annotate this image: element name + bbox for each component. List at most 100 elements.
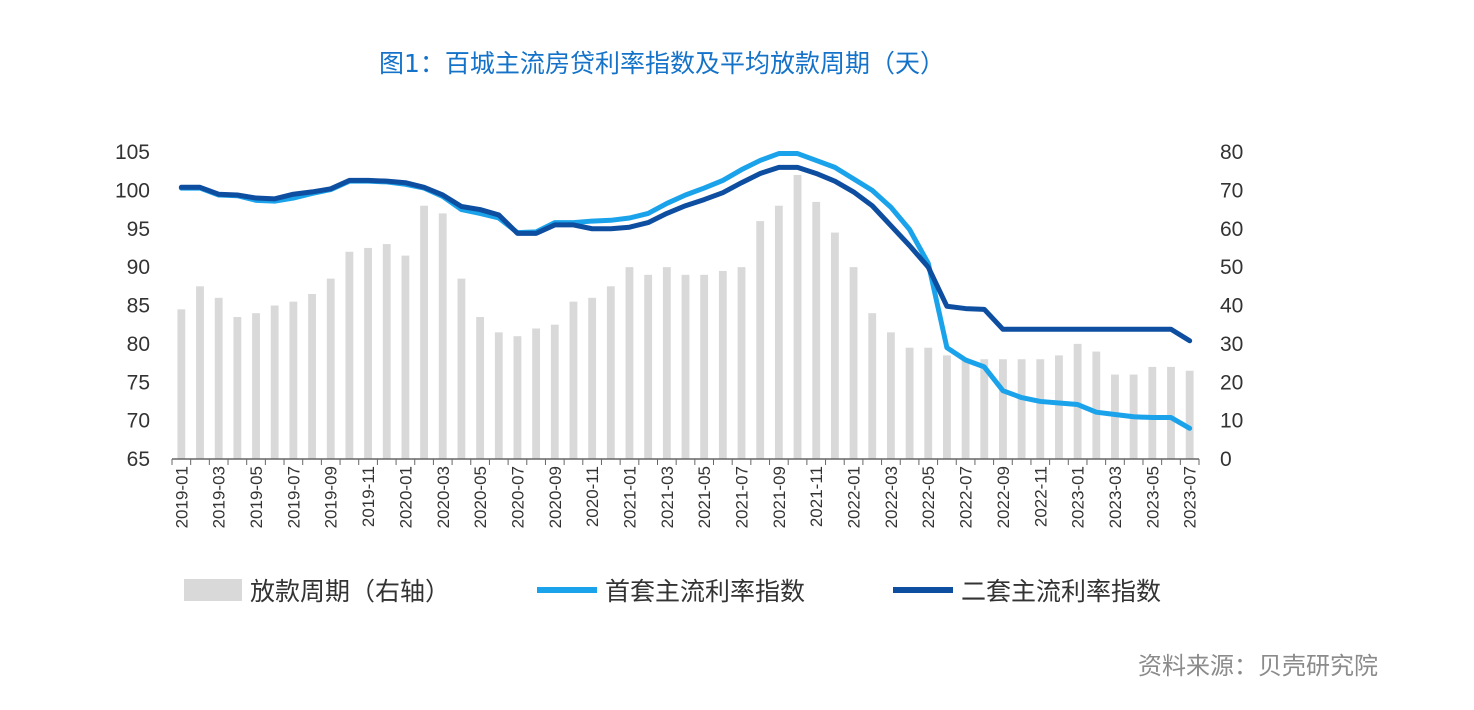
y-left-tick-label: 70 xyxy=(127,410,150,433)
bar-2022-01 xyxy=(849,267,858,460)
lines-layer xyxy=(178,151,1193,431)
x-tick-label: 2022-11 xyxy=(1031,466,1050,527)
x-tick-label: 2020-11 xyxy=(583,466,602,527)
bar-2019-12 xyxy=(382,244,391,459)
x-tick-label: 2021-07 xyxy=(733,466,752,528)
x-tick-label: 2022-03 xyxy=(882,466,901,528)
bar-2019-01 xyxy=(177,309,186,459)
y-left-tick-label: 65 xyxy=(127,448,150,471)
bar-2019-07 xyxy=(289,301,298,459)
x-tick-label: 2019-05 xyxy=(247,466,266,528)
x-tick-label: 2021-01 xyxy=(620,466,639,528)
bar-2021-09 xyxy=(774,205,783,459)
bar-2021-01 xyxy=(625,267,634,460)
y-right-tick-label: 80 xyxy=(1220,141,1243,164)
source-note: 资料来源：贝壳研究院 xyxy=(1138,652,1378,680)
x-tick-label: 2019-11 xyxy=(359,466,378,527)
bars-layer xyxy=(177,175,1194,460)
x-tick-label: 2020-05 xyxy=(471,466,490,528)
bar-2020-08 xyxy=(532,328,541,459)
bar-2022-02 xyxy=(868,313,877,459)
bar-2019-08 xyxy=(308,293,316,459)
x-tick-label: 2020-03 xyxy=(434,466,453,528)
bar-2019-04 xyxy=(233,317,242,459)
bar-2022-10 xyxy=(1017,359,1026,459)
x-tick-label: 2023-05 xyxy=(1143,466,1162,528)
bar-2022-08 xyxy=(980,359,989,459)
y-left-tick-label: 90 xyxy=(127,256,150,279)
bar-2021-10 xyxy=(793,175,802,459)
bar-2022-04 xyxy=(905,347,914,459)
x-tick-label: 2021-11 xyxy=(807,466,826,527)
legend-swatch-bars xyxy=(184,579,242,601)
bar-2019-05 xyxy=(252,313,260,459)
bar-2020-06 xyxy=(494,332,503,459)
bar-2021-11 xyxy=(812,201,821,459)
y-right-tick-label: 20 xyxy=(1220,371,1243,394)
bar-2020-02 xyxy=(420,205,428,459)
bar-2020-04 xyxy=(457,278,466,459)
bar-2019-06 xyxy=(270,305,279,459)
bar-2023-02 xyxy=(1092,351,1101,459)
x-tick-label: 2020-09 xyxy=(546,466,565,528)
y-right-tick-label: 70 xyxy=(1220,179,1243,202)
y-right-tick-label: 10 xyxy=(1220,410,1243,433)
bar-2021-08 xyxy=(756,221,765,459)
x-tick-label: 2020-01 xyxy=(396,466,415,528)
y-right-tick-label: 60 xyxy=(1220,218,1243,241)
legend: 放款周期（右轴） 首套主流利率指数 二套主流利率指数 xyxy=(184,577,1161,606)
legend-label-bars: 放款周期（右轴） xyxy=(250,577,450,606)
x-tick-label: 2023-01 xyxy=(1069,466,1088,528)
x-tick-label: 2021-03 xyxy=(658,466,677,528)
bar-2020-03 xyxy=(438,213,447,459)
bar-2021-05 xyxy=(700,274,709,459)
y-right-tick-label: 40 xyxy=(1220,295,1243,318)
bar-2022-11 xyxy=(1036,359,1045,459)
bar-2021-12 xyxy=(830,232,839,459)
x-tick-label: 2022-01 xyxy=(845,466,864,528)
bar-2021-07 xyxy=(737,267,746,460)
bar-2019-03 xyxy=(214,297,223,459)
x-tick-label: 2022-09 xyxy=(994,466,1013,528)
y-right-tick-label: 30 xyxy=(1220,333,1243,356)
chart-title: 图1：百城主流房贷利率指数及平均放款周期（天） xyxy=(379,49,945,78)
bar-2021-03 xyxy=(662,267,671,460)
bar-2020-12 xyxy=(606,286,615,459)
x-tick-label: 2022-07 xyxy=(957,466,976,528)
x-tick-label: 2019-03 xyxy=(210,466,229,528)
bar-2020-07 xyxy=(513,336,522,459)
bar-2022-06 xyxy=(943,355,951,459)
y-left-tick-label: 80 xyxy=(127,333,150,356)
bar-2022-12 xyxy=(1055,355,1063,459)
bar-2019-10 xyxy=(345,251,354,459)
bar-2023-01 xyxy=(1073,343,1082,460)
bar-2023-05 xyxy=(1148,366,1157,459)
line-second-home xyxy=(178,164,1193,344)
x-tick-label: 2019-07 xyxy=(284,466,303,528)
x-tick-label: 2021-05 xyxy=(695,466,714,528)
x-tick-label: 2023-07 xyxy=(1181,466,1200,528)
bar-2021-06 xyxy=(718,270,727,459)
x-tick-label: 2023-03 xyxy=(1106,466,1125,528)
y-left-tick-label: 105 xyxy=(115,141,150,164)
y-right-tick-label: 50 xyxy=(1220,256,1243,279)
bar-2019-11 xyxy=(364,247,372,459)
bar-2020-05 xyxy=(476,317,485,459)
bar-2023-06 xyxy=(1167,366,1175,459)
x-tick-label: 2020-07 xyxy=(508,466,527,528)
y-left-tick-label: 95 xyxy=(127,218,150,241)
bar-2019-09 xyxy=(326,278,335,459)
legend-label-first-home: 首套主流利率指数 xyxy=(605,577,805,606)
bar-2023-07 xyxy=(1185,370,1194,459)
bar-2022-05 xyxy=(924,347,933,459)
legend-label-second-home: 二套主流利率指数 xyxy=(961,577,1161,606)
bar-2021-02 xyxy=(644,274,653,459)
bar-2022-07 xyxy=(961,359,970,459)
x-tick-label: 2022-05 xyxy=(919,466,938,528)
y-left-tick-label: 85 xyxy=(127,295,150,318)
bar-2021-04 xyxy=(681,274,690,459)
y-left-tick-label: 75 xyxy=(127,371,150,394)
bar-2020-11 xyxy=(588,297,597,459)
bar-2019-02 xyxy=(196,286,204,459)
